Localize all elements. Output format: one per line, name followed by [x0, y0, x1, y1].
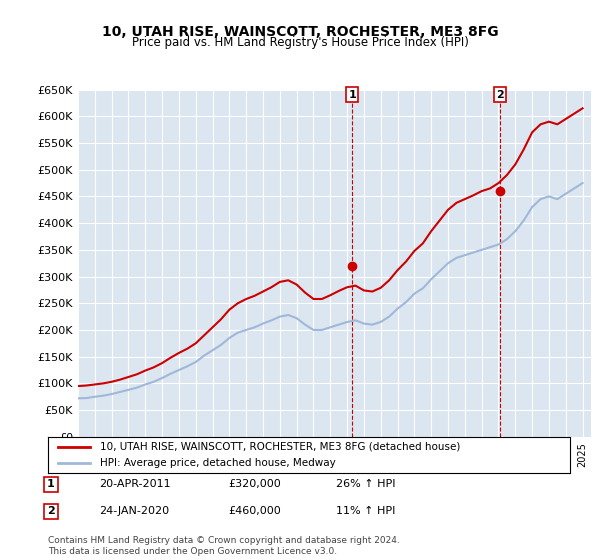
Text: £320,000: £320,000 [228, 479, 281, 489]
Text: 10, UTAH RISE, WAINSCOTT, ROCHESTER, ME3 8FG (detached house): 10, UTAH RISE, WAINSCOTT, ROCHESTER, ME3… [100, 442, 461, 452]
Text: 11% ↑ HPI: 11% ↑ HPI [336, 506, 395, 516]
Text: 1: 1 [47, 479, 55, 489]
Text: Price paid vs. HM Land Registry's House Price Index (HPI): Price paid vs. HM Land Registry's House … [131, 36, 469, 49]
Text: Contains HM Land Registry data © Crown copyright and database right 2024.
This d: Contains HM Land Registry data © Crown c… [48, 536, 400, 556]
Text: 20-APR-2011: 20-APR-2011 [99, 479, 170, 489]
Text: 26% ↑ HPI: 26% ↑ HPI [336, 479, 395, 489]
Text: 10, UTAH RISE, WAINSCOTT, ROCHESTER, ME3 8FG: 10, UTAH RISE, WAINSCOTT, ROCHESTER, ME3… [101, 25, 499, 39]
Text: 2: 2 [47, 506, 55, 516]
Text: HPI: Average price, detached house, Medway: HPI: Average price, detached house, Medw… [100, 458, 336, 468]
Text: 24-JAN-2020: 24-JAN-2020 [99, 506, 169, 516]
Text: £460,000: £460,000 [228, 506, 281, 516]
Text: 1: 1 [348, 90, 356, 100]
Text: 2: 2 [496, 90, 503, 100]
